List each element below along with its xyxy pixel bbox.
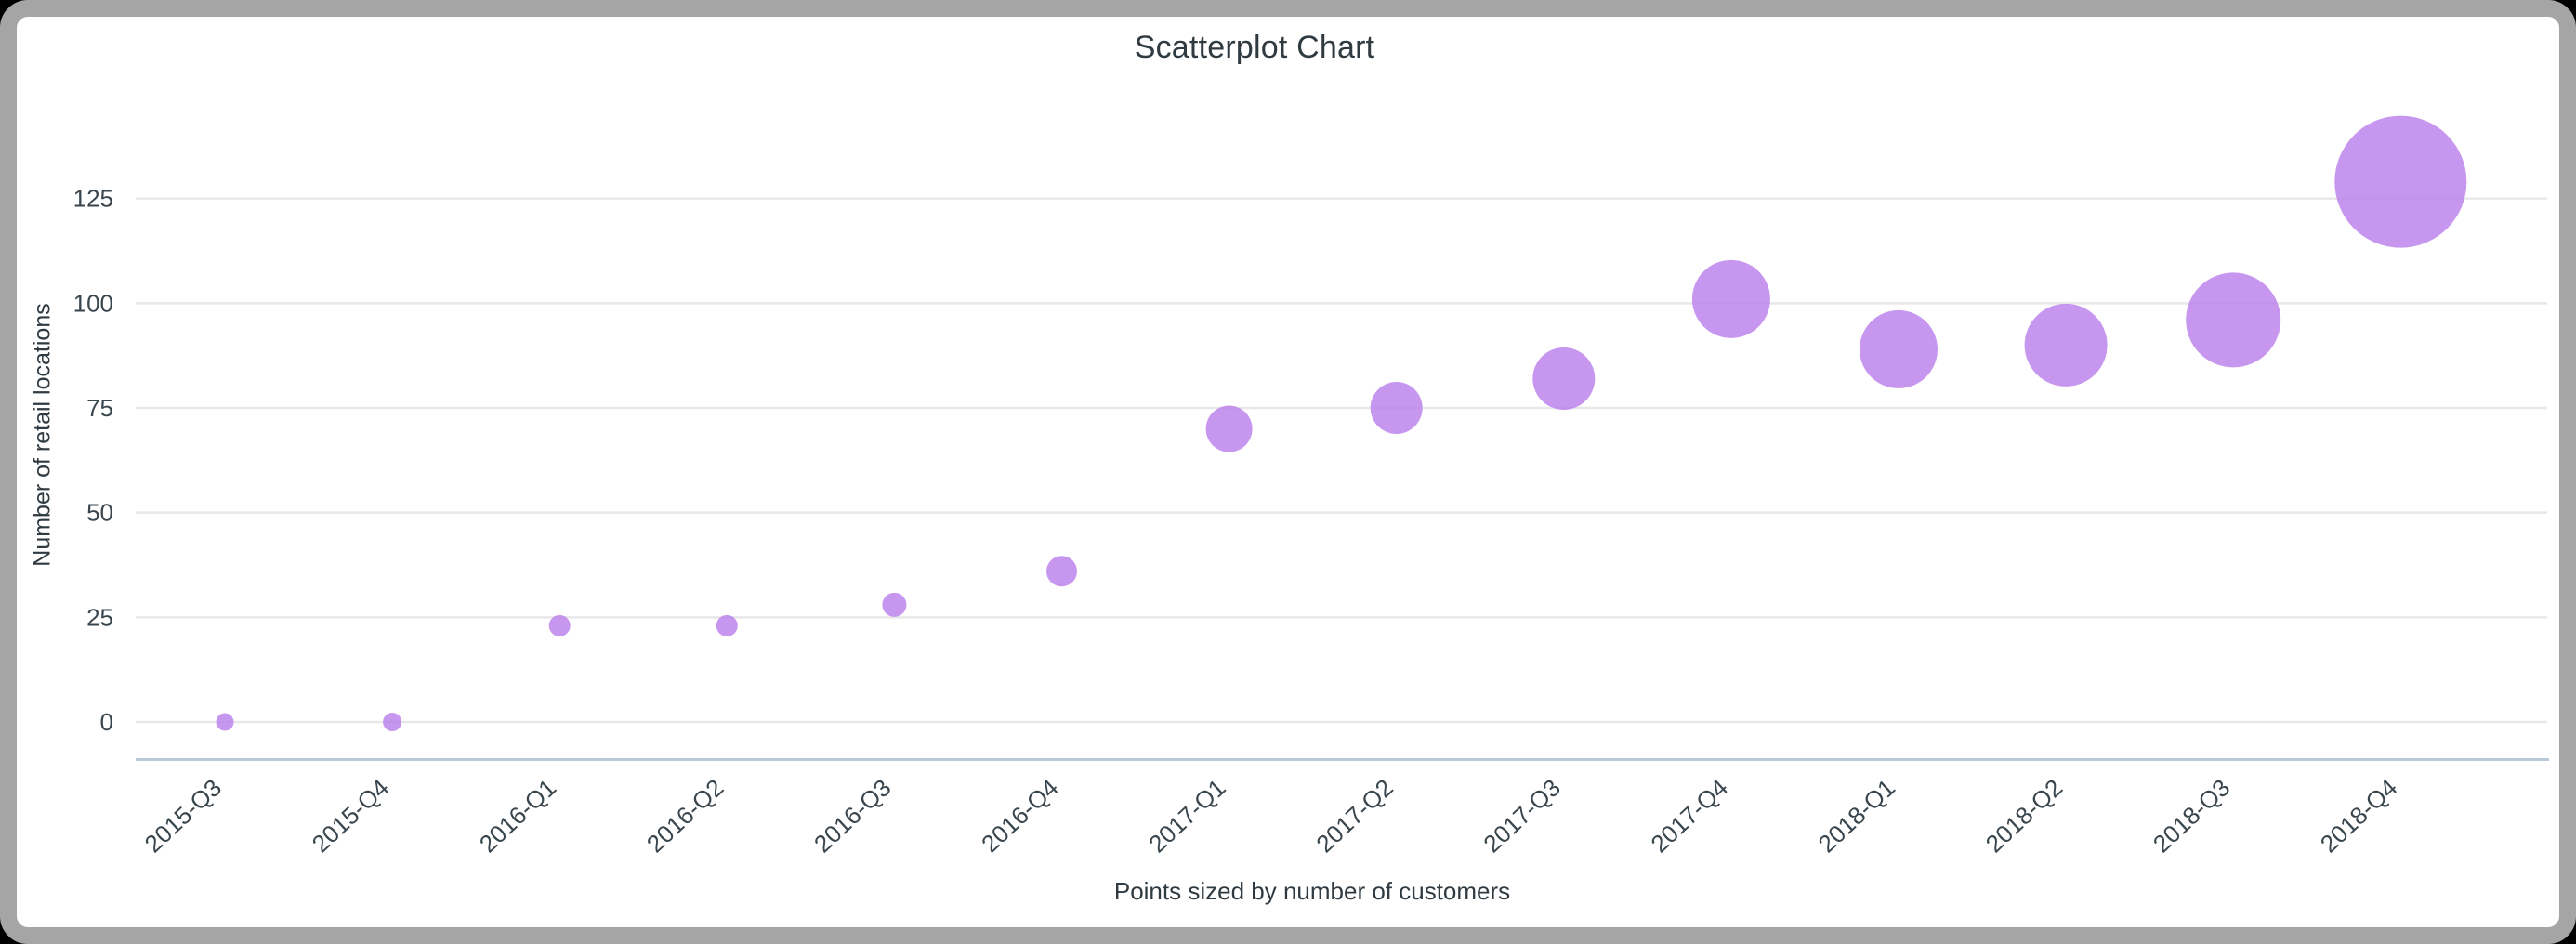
x-tick-label-2015-Q3: 2015-Q3 [139,773,227,858]
bubble-2016-Q4[interactable] [1046,556,1077,587]
x-tick-label-2016-Q3: 2016-Q3 [808,773,896,858]
bubble-2018-Q3[interactable] [2186,272,2281,368]
bubble-2018-Q2[interactable] [2024,303,2108,387]
x-tick-label-2018-Q1: 2018-Q1 [1813,773,1900,858]
x-tick-label-2016-Q1: 2016-Q1 [474,773,561,858]
x-tick-label-2016-Q4: 2016-Q4 [976,773,1063,858]
x-tick-label-2017-Q3: 2017-Q3 [1478,773,1565,858]
x-tick-label-2015-Q4: 2015-Q4 [307,773,394,858]
bubble-2015-Q3[interactable] [216,713,234,731]
y-tick-label-75: 75 [86,394,113,422]
x-tick-label-2018-Q2: 2018-Q2 [1980,773,2068,858]
bubble-2017-Q1[interactable] [1205,405,1253,452]
bubble-2018-Q1[interactable] [1860,309,1938,388]
x-tick-label-2017-Q2: 2017-Q2 [1310,773,1398,858]
y-tick-label-50: 50 [86,499,113,527]
x-tick-label-2017-Q1: 2017-Q1 [1143,773,1230,858]
y-tick-label-0: 0 [100,708,113,736]
x-axis-title: Points sized by number of customers [1113,877,1511,905]
bubble-2017-Q3[interactable] [1532,347,1596,410]
bubble-2016-Q1[interactable] [548,614,571,636]
x-tick-label-2017-Q4: 2017-Q4 [1646,773,1733,858]
bubble-2018-Q4[interactable] [2334,115,2467,248]
bubble-2017-Q2[interactable] [1370,382,1423,435]
x-tick-label-2016-Q2: 2016-Q2 [641,773,729,858]
bubble-2016-Q3[interactable] [882,592,907,617]
y-tick-label-100: 100 [73,289,113,317]
bubble-2016-Q2[interactable] [716,614,738,636]
x-tick-label-2018-Q4: 2018-Q4 [2315,773,2402,858]
x-tick-label-2018-Q3: 2018-Q3 [2148,773,2235,858]
y-tick-label-125: 125 [73,185,113,213]
chart-title: Scatterplot Chart [1134,30,1375,65]
y-tick-label-25: 25 [86,603,113,631]
bubble-2015-Q4[interactable] [383,713,402,731]
bubble-2017-Q4[interactable] [1691,259,1770,338]
